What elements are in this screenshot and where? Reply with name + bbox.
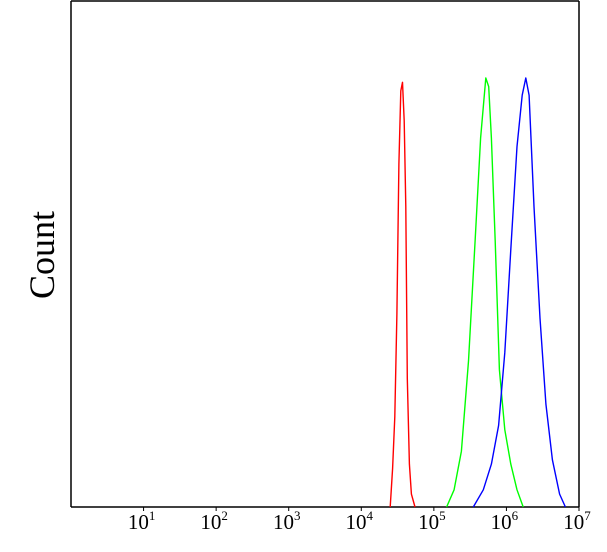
x-tick-label-base: 10 [491, 510, 512, 534]
x-tick-label-exponent: 3 [294, 508, 301, 523]
x-tick-label-exponent: 6 [512, 508, 519, 523]
x-tick-label-base: 10 [273, 510, 294, 534]
x-tick-label: 103 [273, 508, 301, 534]
x-tick-label-base: 10 [563, 510, 584, 534]
plot-area [70, 0, 580, 508]
x-tick-label-base: 10 [200, 510, 221, 534]
x-tick-label-exponent: 2 [221, 508, 228, 523]
y-axis-label: Count [22, 211, 62, 299]
x-tick-label-exponent: 1 [149, 508, 156, 523]
x-tick-label-exponent: 4 [367, 508, 374, 523]
x-tick-label: 102 [200, 508, 228, 534]
series-lines [389, 77, 567, 508]
x-tick-label-base: 10 [346, 510, 367, 534]
series-line-1 [389, 81, 416, 508]
x-tick-label-base: 10 [418, 510, 439, 534]
x-tick-label: 105 [418, 508, 446, 534]
x-tick-label: 106 [491, 508, 519, 534]
x-tick-label: 107 [563, 508, 591, 534]
x-tick-label: 101 [128, 508, 156, 534]
x-tick-label-exponent: 7 [584, 508, 591, 523]
x-tick-label-base: 10 [128, 510, 149, 534]
x-tick-label-exponent: 5 [439, 508, 446, 523]
x-tick-label: 104 [346, 508, 374, 534]
x-axis-ticks: 101 102 103 104 105 106 107 [128, 507, 591, 534]
series-line-2 [445, 77, 524, 508]
series-line-3 [472, 77, 567, 508]
